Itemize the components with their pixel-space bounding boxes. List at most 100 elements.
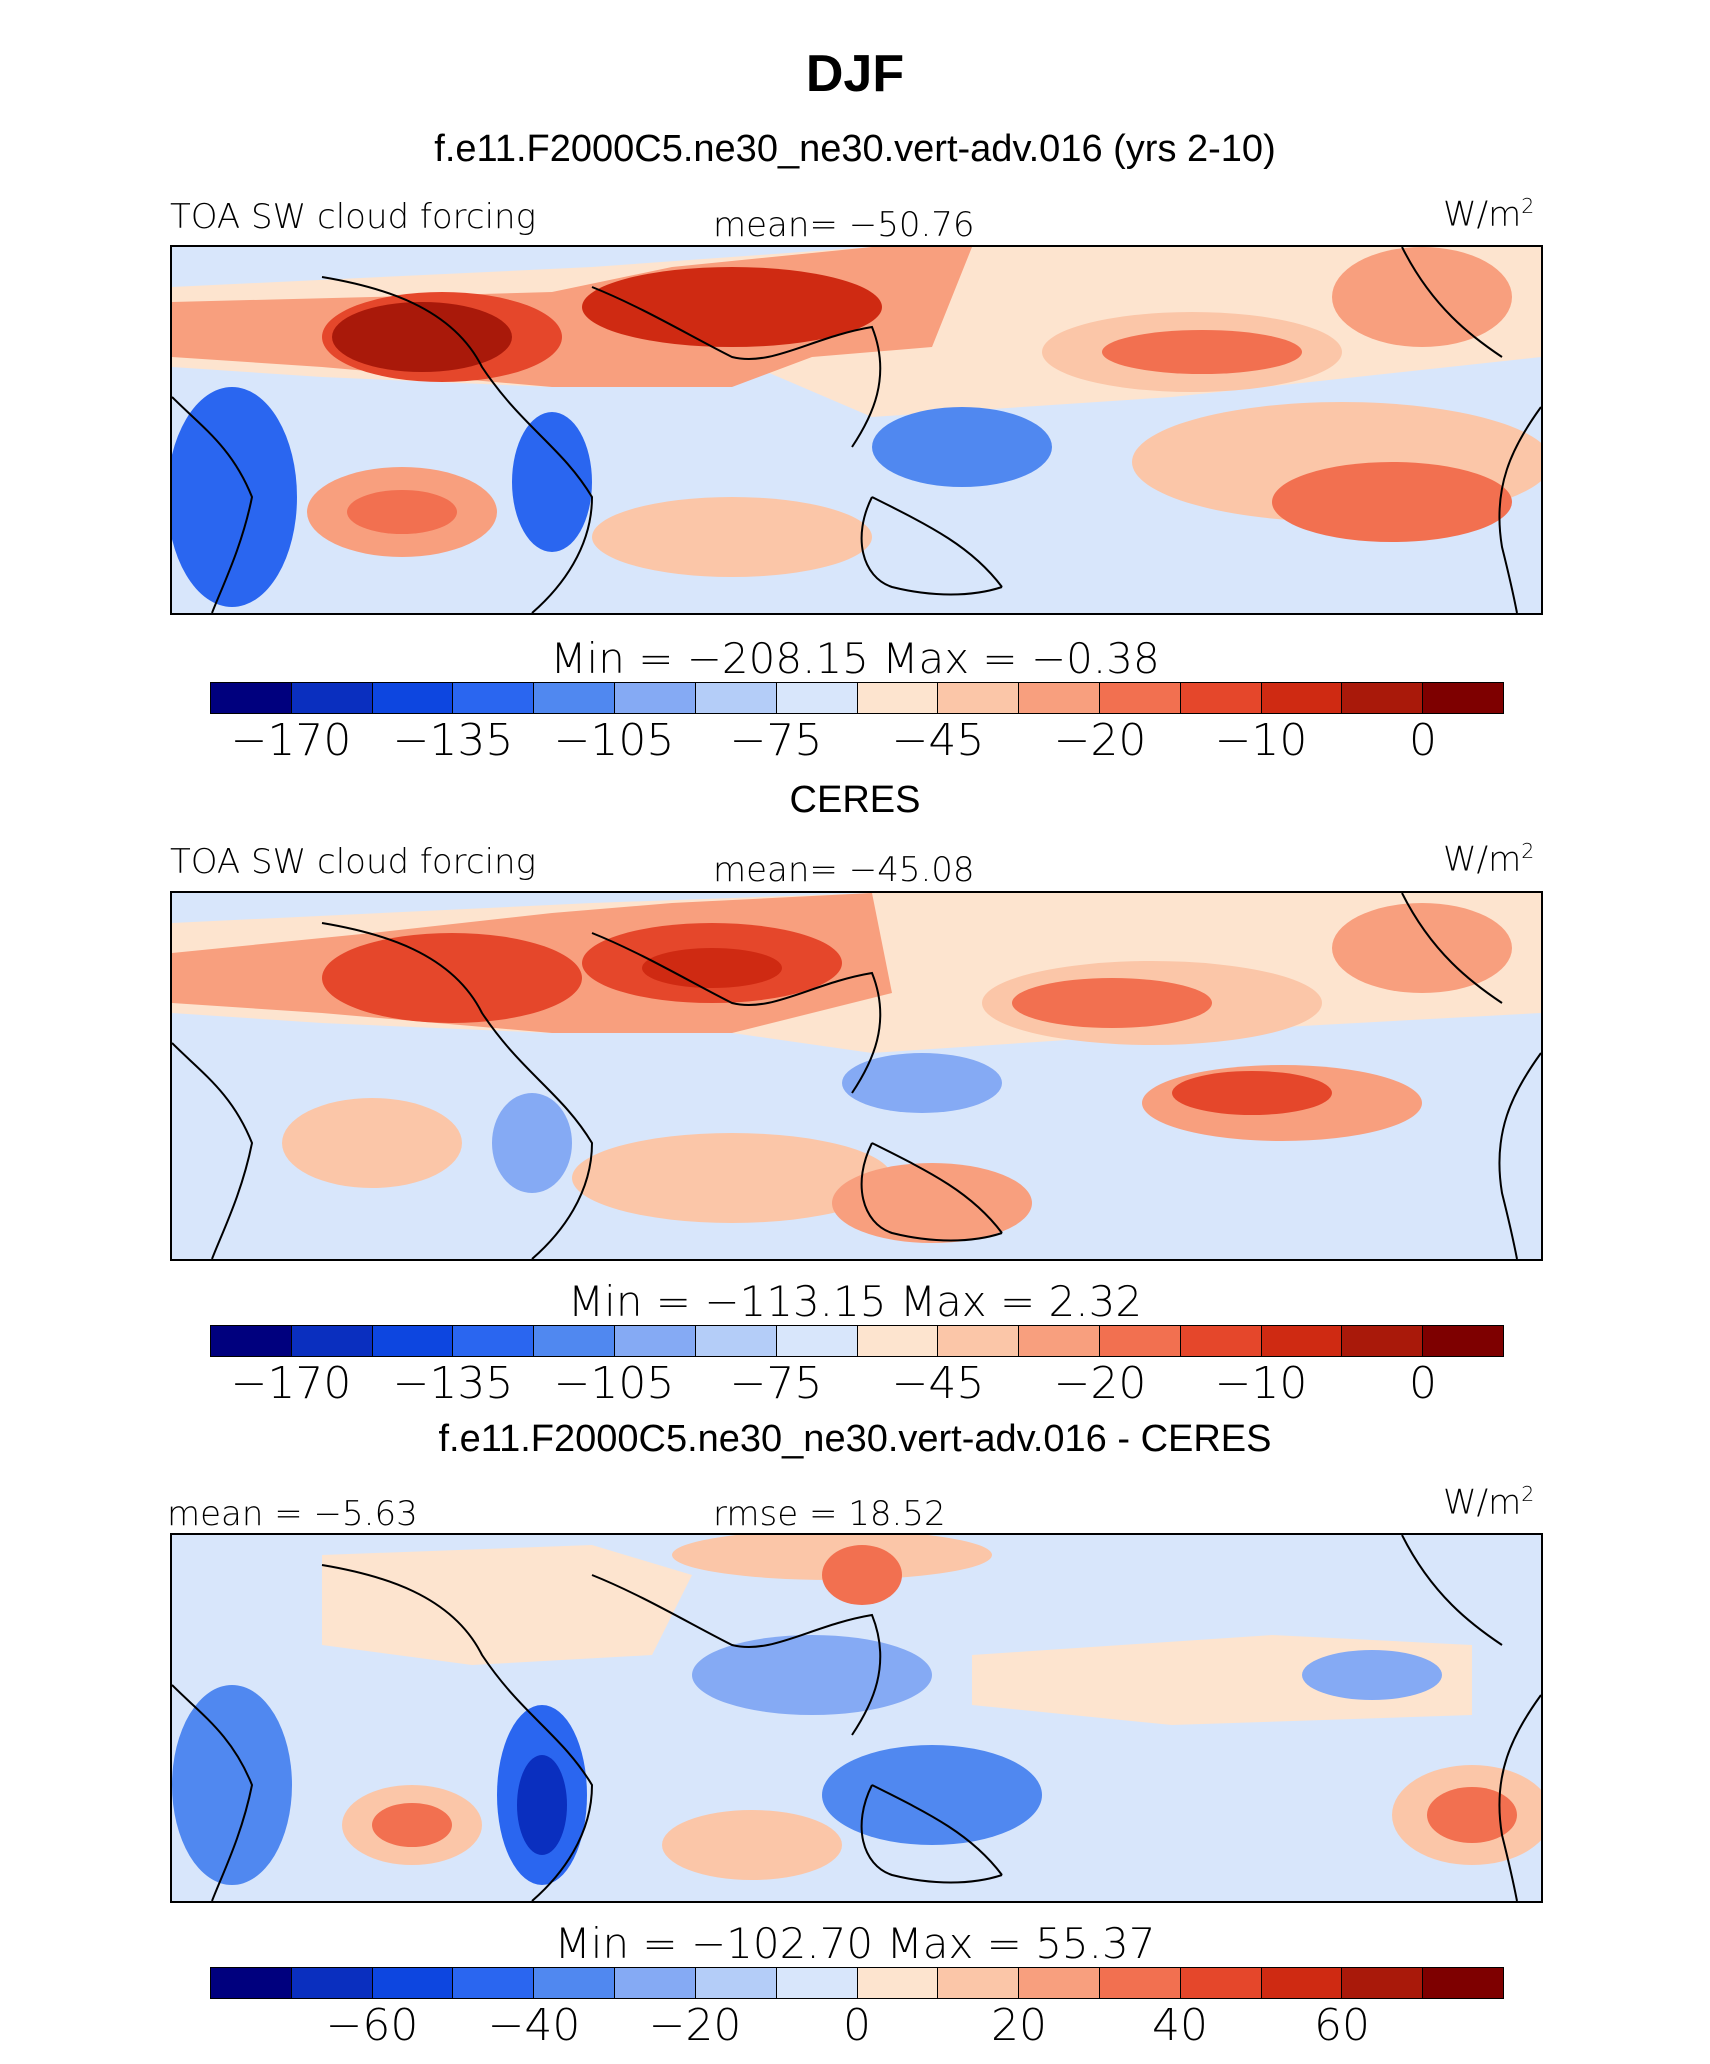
coastline-americas (1401, 1535, 1541, 1901)
amazon-cloud (172, 387, 297, 607)
california-stratus (1332, 903, 1512, 993)
panel1-units-label: W/m2 (1443, 194, 1534, 234)
california-stratus (1332, 247, 1512, 347)
itcz-bias (1302, 1650, 1442, 1700)
units-text: W/m (1443, 1482, 1522, 1523)
sahara-max (322, 933, 582, 1023)
coastline-americas (1401, 247, 1541, 613)
colorbar-box (1261, 1968, 1343, 1998)
panel1-subtitle: f.e11.F2000C5.ne30_ne30.vert-adv.016 (yr… (434, 128, 1276, 170)
colorbar-box (211, 683, 292, 713)
coastline-africa (321, 276, 594, 613)
atlantic-stratus (282, 1098, 462, 1188)
units-text: W/m (1443, 194, 1522, 235)
colorbar-box (453, 1968, 535, 1998)
namibia-stratus-core (347, 490, 457, 534)
indian-ocean-band (592, 497, 872, 577)
north-pacific-core (1102, 330, 1302, 374)
units-superscript: 2 (1521, 839, 1535, 863)
colorbar-tick-label: 60 (1314, 2000, 1370, 2051)
colorbar-box (615, 683, 696, 713)
coastline-south-america (172, 396, 254, 613)
colorbar-tick-label: −60 (325, 2000, 419, 2051)
colorbar-box (372, 1326, 454, 1356)
panel2-subtitle: CERES (789, 779, 921, 821)
colorbar-box (1019, 1326, 1100, 1356)
colorbar-box (857, 683, 939, 713)
colorbar-box (1261, 1326, 1343, 1356)
colorbar-box (291, 1326, 373, 1356)
peru-bias-core (1427, 1787, 1517, 1843)
north-pacific-core (1012, 978, 1212, 1028)
colorbar-tick-label: −20 (1053, 715, 1147, 766)
panel3-map (170, 1533, 1543, 1903)
colorbar-box (453, 683, 535, 713)
coastline-asia (591, 286, 882, 448)
colorbar-box (1180, 683, 1262, 713)
panel2-map (170, 891, 1543, 1261)
colorbar-box (857, 1968, 939, 1998)
colorbar-box (938, 683, 1020, 713)
congo-cloud (512, 412, 592, 552)
figure-title: DJF (805, 45, 905, 103)
coastline-africa (321, 1564, 594, 1901)
colorbar-box (1099, 1326, 1181, 1356)
southern-africa-core (517, 1755, 567, 1855)
australia-bias (822, 1745, 1042, 1845)
panel3-subtitle: f.e11.F2000C5.ne30_ne30.vert-adv.016 - C… (438, 1418, 1272, 1460)
panel3-map-field (172, 1535, 1541, 1901)
units-text: W/m (1443, 839, 1522, 880)
colorbar-tick-label: 40 (1152, 2000, 1208, 2051)
colorbar-box (1342, 1326, 1424, 1356)
colorbar-box (372, 1968, 454, 1998)
colorbar-tick-label: 0 (843, 2000, 871, 2051)
arabia-core (642, 948, 782, 988)
colorbar-box (938, 1326, 1020, 1356)
panel3-colorbar (210, 1967, 1504, 1999)
colorbar-box (695, 683, 777, 713)
colorbar-box (534, 1326, 616, 1356)
colorbar-tick-label: −20 (1053, 1358, 1147, 1409)
colorbar-box (453, 1326, 535, 1356)
congo-cloud (492, 1093, 572, 1193)
colorbar-box (1019, 1968, 1100, 1998)
colorbar-tick-label: −20 (648, 2000, 742, 2051)
panel2-map-field (172, 893, 1541, 1259)
colorbar-box (776, 1968, 858, 1998)
units-superscript: 2 (1521, 194, 1535, 218)
units-superscript: 2 (1521, 1482, 1535, 1506)
panel1-minmax: Min = −208.15 Max = −0.38 (550, 634, 1160, 683)
colorbar-tick-label: 0 (1409, 1358, 1437, 1409)
colorbar-box (1099, 1968, 1181, 1998)
panel2-units-label: W/m2 (1443, 839, 1534, 879)
maritime-continent-cloud (842, 1053, 1002, 1113)
panel1-mean-label: mean= −50.76 (713, 205, 975, 245)
colorbar-box (211, 1968, 292, 1998)
colorbar-box (372, 683, 454, 713)
colorbar-box (615, 1968, 696, 1998)
panel3-mean-label: mean = −5.63 (167, 1494, 418, 1534)
australia-region (832, 1163, 1032, 1243)
colorbar-box (291, 1968, 373, 1998)
north-africa-bias (322, 1545, 692, 1665)
colorbar-box (1099, 683, 1181, 713)
colorbar-box (776, 1326, 858, 1356)
colorbar-box (291, 683, 373, 713)
peru-stratus (1272, 462, 1512, 542)
panel1-map (170, 245, 1543, 615)
colorbar-box (938, 1968, 1020, 1998)
coastline-south-america (172, 1684, 254, 1901)
colorbar-tick-label: −75 (729, 1358, 823, 1409)
colorbar-box (534, 1968, 616, 1998)
coastline-australia (860, 1142, 1003, 1242)
colorbar-box (534, 683, 616, 713)
colorbar-tick-label: −10 (1214, 715, 1308, 766)
panel1-colorbar (210, 682, 1504, 714)
colorbar-box (1423, 683, 1503, 713)
panel3-minmax: Min = −102.70 Max = 55.37 (554, 1919, 1156, 1968)
arabia-india-core (582, 267, 882, 347)
indian-ocean-bias (662, 1810, 842, 1880)
coastline-south-america (172, 1042, 254, 1259)
indian-ocean-band (572, 1133, 892, 1223)
colorbar-tick-label: −10 (1214, 1358, 1308, 1409)
